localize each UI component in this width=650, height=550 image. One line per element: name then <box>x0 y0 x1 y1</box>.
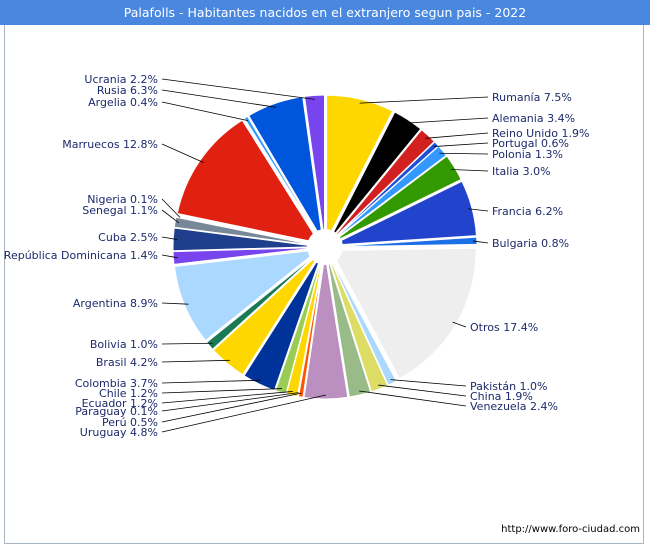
pie-slice-republica-dominicana <box>172 247 319 265</box>
leader-line-ucrania <box>161 78 315 100</box>
leader-line-colombia <box>161 379 261 384</box>
slice-label-colombia: Colombia 3.7% <box>75 377 158 390</box>
slice-label-paraguay: Paraguay 0.1% <box>75 405 158 418</box>
pie-slice-pakistan <box>327 253 398 386</box>
slice-label-venezuela: Venezuela 2.4% <box>470 400 558 413</box>
slice-label-brasil: Brasil 4.2% <box>96 356 158 369</box>
source-url: http://www.foro-ciudad.com <box>501 524 640 535</box>
slice-label-alemania: Alemania 3.4% <box>492 112 575 125</box>
slice-label-rumania: Rumanía 7.5% <box>492 91 572 104</box>
pie-slices <box>172 94 478 400</box>
leader-line-brasil <box>161 359 230 363</box>
leader-line-bulgaria <box>472 240 489 244</box>
leader-line-francia <box>467 208 489 212</box>
pie-slice-argentina <box>173 249 321 342</box>
leader-line-nigeria <box>161 198 181 218</box>
slice-label-marruecos: Marruecos 12.8% <box>62 138 158 151</box>
pie-slice-rusia <box>248 96 324 241</box>
leader-line-bolivia <box>161 342 213 345</box>
leader-line-argentina <box>161 302 189 305</box>
slice-label-ecuador: Ecuador 1.2% <box>82 397 158 410</box>
pie-slice-cuba <box>172 227 319 252</box>
slice-label-rusia: Rusia 6.3% <box>97 84 158 97</box>
slice-label-senegal: Senegal 1.1% <box>82 204 158 217</box>
slice-label-ucrania: Ucrania 2.2% <box>84 73 158 86</box>
leader-line-pakistan <box>390 379 467 387</box>
slice-labels: Rumanía 7.5% Alemania 3.4% Reino Unido 1.9… <box>4 73 590 439</box>
slice-label-reino-unido: Reino Unido 1.9% <box>492 127 589 140</box>
pie-slice-nigeria <box>175 215 319 247</box>
pie-slice-marruecos <box>176 119 321 244</box>
pie-slice-china <box>327 253 389 393</box>
leader-line-cuba <box>161 236 178 240</box>
slice-label-china: China 1.9% <box>470 390 533 403</box>
slice-label-cuba: Cuba 2.5% <box>98 231 158 244</box>
leader-line-paraguay <box>161 392 299 412</box>
leader-line-republica-dominicana <box>161 254 178 259</box>
leader-line-chile <box>161 388 282 394</box>
leader-line-italia <box>451 169 489 172</box>
pie-slice-ucrania <box>303 94 326 241</box>
slice-label-bulgaria: Bulgaria 0.8% <box>492 237 569 250</box>
slice-label-argentina: Argentina 8.9% <box>73 297 158 310</box>
slice-label-francia: Francia 6.2% <box>492 205 563 218</box>
slice-label-polonia: Polonia 1.3% <box>492 148 563 161</box>
slice-label-pakistan: Pakistán 1.0% <box>470 380 548 393</box>
pie-slice-uruguay <box>303 253 349 400</box>
pie-slice-bulgaria <box>331 236 478 248</box>
slice-label-chile: Chile 1.2% <box>99 387 158 400</box>
leader-line-uruguay <box>161 394 327 433</box>
pie-slice-alemania <box>328 111 422 242</box>
leader-line-polonia <box>439 152 489 155</box>
slice-label-nigeria: Nigeria 0.1% <box>87 193 158 206</box>
slice-label-bolivia: Bolivia 1.0% <box>90 338 158 351</box>
leader-line-venezuela <box>359 390 467 407</box>
leader-lines <box>161 78 489 433</box>
leader-line-china <box>378 384 467 397</box>
leader-line-marruecos <box>161 143 204 163</box>
pie-slice-reino-unido <box>329 128 436 243</box>
leader-line-rusia <box>161 89 277 108</box>
leader-line-ecuador <box>161 391 293 404</box>
chart-title: Palafolls - Habitantes nacidos en el ext… <box>0 0 650 25</box>
leader-line-portugal <box>433 142 489 147</box>
leader-line-alemania <box>405 117 489 124</box>
pie-slice-bolivia <box>205 251 321 351</box>
leader-line-peru <box>161 392 302 423</box>
leader-line-rumania <box>359 96 489 104</box>
pie-slice-colombia <box>243 253 323 391</box>
pie-slice-argelia <box>243 115 322 242</box>
pie-slice-francia <box>331 180 477 246</box>
leader-line-argelia <box>161 101 249 122</box>
slice-label-portugal: Portugal 0.6% <box>492 137 569 150</box>
leader-line-otros <box>452 321 467 328</box>
pie-slice-brasil <box>212 251 321 376</box>
slice-label-republica-dominicana: República Dominicana 1.4% <box>4 249 158 262</box>
leader-line-senegal <box>161 209 180 224</box>
slice-label-argelia: Argelia 0.4% <box>88 96 158 109</box>
leader-line-reino-unido <box>425 132 489 139</box>
slice-label-uruguay: Uruguay 4.8% <box>80 426 158 439</box>
slice-label-italia: Italia 3.0% <box>492 165 551 178</box>
pie-slice-rumania <box>326 94 394 241</box>
slice-label-peru: Perú 0.5% <box>102 416 158 429</box>
pie-slice-venezuela <box>326 253 372 398</box>
slice-label-otros: Otros 17.4% <box>470 321 538 334</box>
pie-center-hole <box>307 229 343 265</box>
pie-slice-otros <box>330 247 477 380</box>
pie-slice-italia <box>330 155 462 244</box>
